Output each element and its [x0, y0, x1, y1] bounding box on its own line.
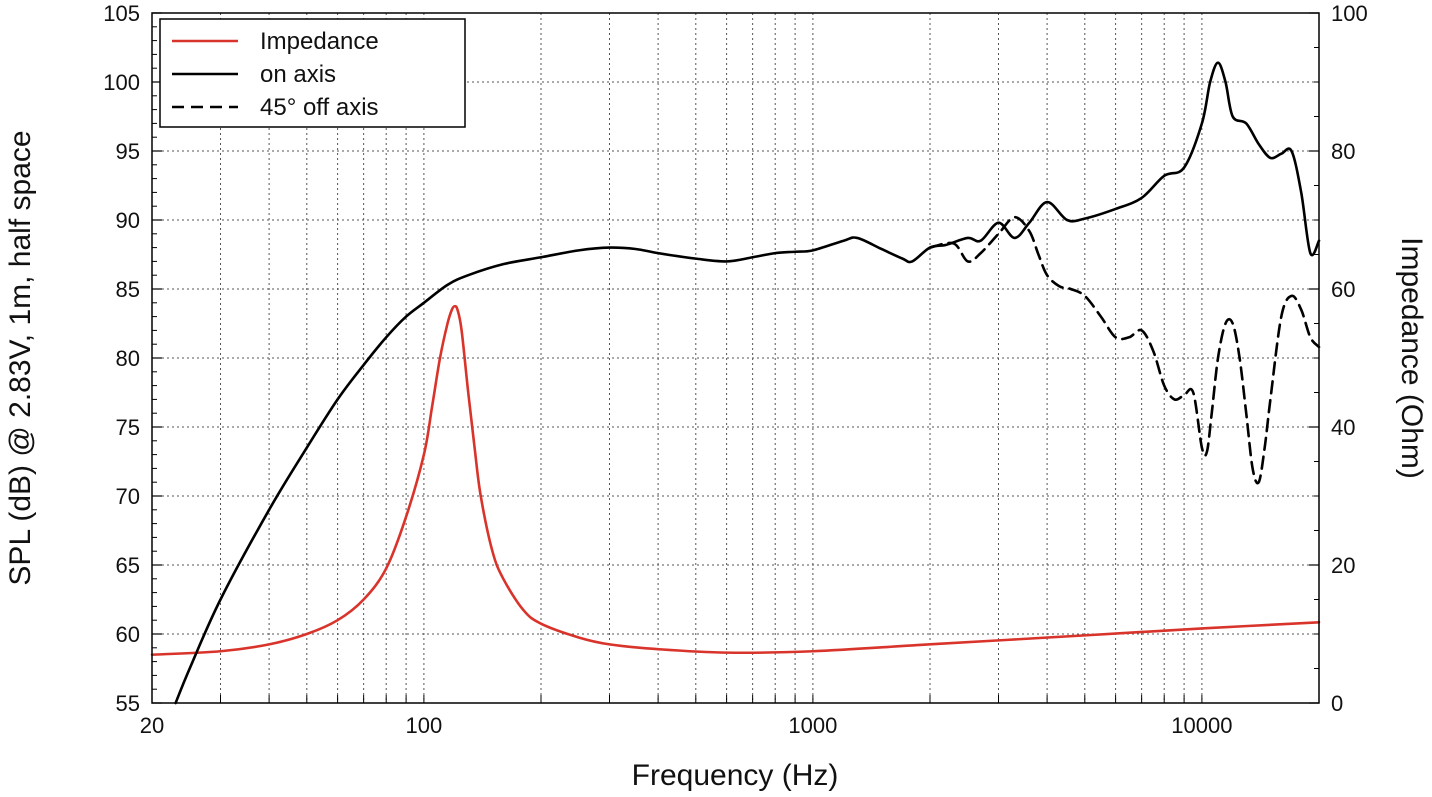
y-tick-label: 75 [116, 415, 140, 440]
y2-tick-label: 100 [1331, 1, 1368, 26]
x-tick-label: 10000 [1171, 713, 1232, 738]
x-axis-title: Frequency (Hz) [632, 759, 839, 792]
y2-axis-title: Impedance (Ohm) [1395, 237, 1428, 479]
y-tick-label: 95 [116, 139, 140, 164]
y2-tick-label: 40 [1331, 415, 1355, 440]
x-tick-label: 20 [140, 713, 164, 738]
legend-label-impedance: Impedance [260, 28, 379, 55]
axis-ticks [152, 12, 1319, 704]
y-tick-label: 105 [103, 1, 140, 26]
y2-tick-label: 60 [1331, 277, 1355, 302]
y-tick-label: 70 [116, 484, 140, 509]
y2-tick-label: 80 [1331, 139, 1355, 164]
legend-label-on-axis: on axis [260, 61, 336, 88]
grid [152, 13, 1319, 703]
tick-labels: 55 60 65 70 75 80 85 90 95 100 105 0 20 40 60 80 100 20 10… [103, 1, 1367, 738]
y-tick-label: 65 [116, 553, 140, 578]
y-tick-label: 85 [116, 277, 140, 302]
y2-tick-label: 20 [1331, 553, 1355, 578]
series-on-axis [174, 61, 1321, 705]
legend-label-off-axis: 45° off axis [260, 94, 379, 121]
series-layer [150, 61, 1321, 705]
y-tick-label: 100 [103, 70, 140, 95]
y-tick-label: 90 [116, 208, 140, 233]
y-tick-label: 80 [116, 346, 140, 371]
x-tick-label: 100 [406, 713, 443, 738]
x-tick-label: 1000 [788, 713, 837, 738]
plot-background [152, 13, 1319, 703]
y-tick-label: 55 [116, 691, 140, 716]
plot-frame [151, 12, 1320, 704]
series-off-axis [928, 215, 1321, 485]
legend: Impedance on axis 45° off axis [159, 18, 466, 128]
y-axis-title: SPL (dB) @ 2.83V, 1m, half space [4, 130, 37, 585]
series-impedance [150, 304, 1321, 656]
y-tick-label: 60 [116, 622, 140, 647]
y2-tick-label: 0 [1331, 691, 1343, 716]
